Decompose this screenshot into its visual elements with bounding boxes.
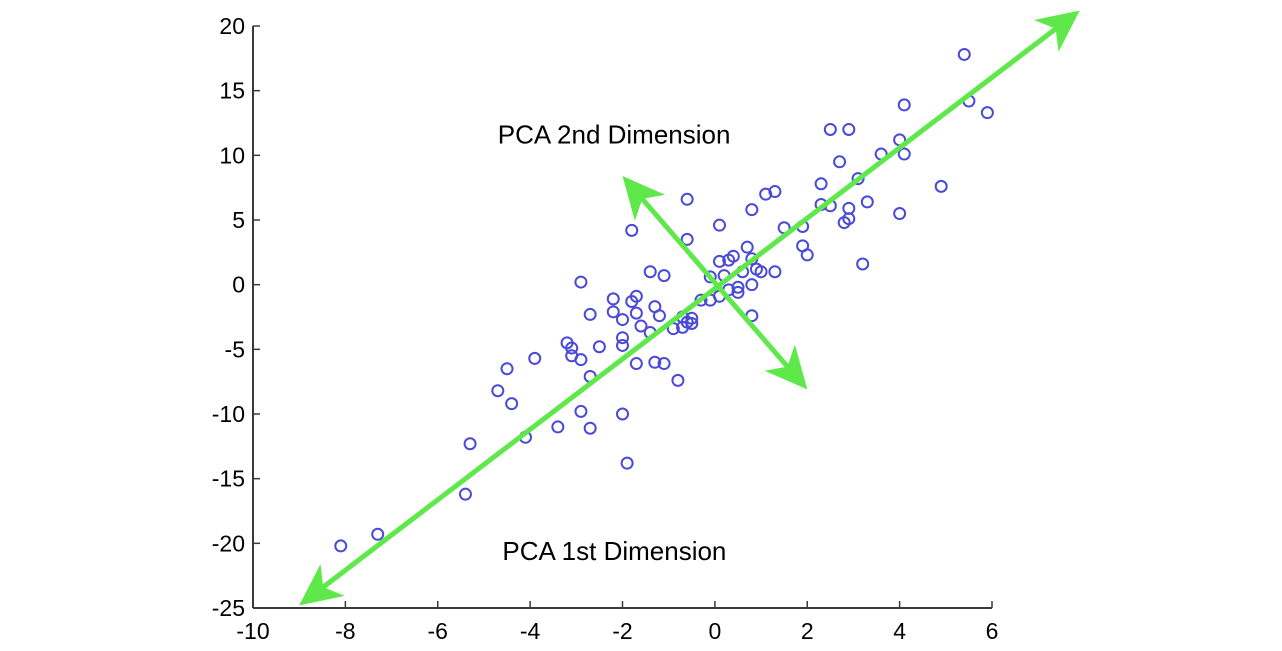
scatter-point	[685, 316, 699, 330]
scatter-point	[505, 397, 519, 411]
scatter-point	[842, 122, 856, 136]
scatter-point	[814, 177, 828, 191]
scatter-point	[616, 331, 629, 345]
scatter-point	[625, 223, 639, 237]
scatter-point	[731, 285, 745, 299]
annotation-pca-1st-dimension: PCA 1st Dimension	[502, 536, 726, 566]
scatter-point	[657, 269, 671, 283]
scatter-point	[768, 265, 782, 279]
scatter-point	[583, 421, 597, 435]
scatter-point	[574, 275, 588, 289]
scatter-point	[712, 254, 726, 268]
y-tick-label: -25	[212, 595, 245, 621]
scatter-point	[551, 420, 565, 434]
scatter-point	[856, 257, 870, 271]
y-tick-label: 10	[219, 142, 245, 168]
scatter-point	[643, 265, 657, 279]
x-tick-label: -4	[520, 618, 541, 644]
scatter-point	[629, 306, 643, 320]
scatter-point	[897, 147, 911, 161]
scatter-point	[334, 539, 348, 553]
scatter-point	[620, 456, 634, 470]
scatter-point	[671, 373, 685, 387]
pca-1st-dimension-axis-head-start	[299, 564, 345, 606]
scatter-point	[860, 195, 874, 209]
y-tick-label: 20	[219, 13, 245, 39]
scatter-point	[851, 172, 865, 186]
scatter-point	[749, 262, 763, 276]
scatter-point	[934, 179, 948, 193]
scatter-point	[800, 248, 814, 262]
pca-2nd-dimension-axis-head-end	[764, 344, 808, 390]
scatter-point	[629, 357, 643, 371]
scatter-point	[897, 98, 911, 112]
y-tick-label: -20	[212, 530, 245, 556]
x-tick-label: -6	[428, 618, 448, 644]
scatter-point	[491, 384, 505, 398]
scatter-point	[745, 278, 759, 292]
scatter-point	[592, 340, 606, 354]
scatter-point	[726, 249, 740, 263]
scatter-point	[957, 47, 971, 61]
x-tick-label: 2	[801, 618, 814, 644]
y-tick-label: 15	[219, 78, 245, 104]
y-tick-label: 5	[232, 207, 245, 233]
scatter-point	[652, 309, 666, 323]
x-tick-label: 4	[893, 618, 906, 644]
scatter-point	[823, 122, 837, 136]
scatter-point	[657, 357, 671, 371]
scatter-point	[837, 216, 851, 230]
x-tick-label: -10	[236, 618, 269, 644]
scatter-point	[463, 437, 477, 451]
y-tick-label: -10	[212, 401, 245, 427]
scatter-point	[458, 487, 472, 501]
scatter-point	[759, 187, 773, 201]
scatter-point	[606, 305, 620, 319]
x-tick-label: 0	[708, 618, 721, 644]
scatter-point	[893, 207, 907, 221]
scatter-point	[371, 527, 385, 541]
chart-annotations: PCA 2nd Dimension PCA 1st Dimension	[498, 120, 731, 566]
annotation-pca-2nd-dimension: PCA 2nd Dimension	[498, 120, 731, 150]
x-tick-label: 6	[986, 618, 999, 644]
pca-2nd-dimension-axis-shaft	[636, 192, 794, 373]
y-tick-label: -5	[225, 336, 245, 362]
chart-axes	[252, 26, 992, 609]
scatter-point	[712, 218, 726, 232]
pca-2nd-dimension-axis-head-start	[622, 176, 666, 221]
scatter-point	[616, 338, 629, 352]
scatter-point	[680, 232, 694, 246]
scatter-point	[694, 293, 708, 307]
scatter-point	[680, 192, 694, 206]
scatter-point	[583, 307, 597, 321]
pca-1st-dimension-axis-head-end	[1034, 10, 1080, 52]
scatter-point	[634, 319, 648, 333]
x-tick-label: -2	[612, 618, 632, 644]
scatter-point	[703, 270, 717, 284]
scatter-point	[616, 407, 629, 421]
scatter-point	[574, 404, 588, 418]
y-tick-label: 0	[232, 272, 245, 298]
scatter-point	[500, 362, 514, 376]
scatter-point	[606, 292, 620, 306]
scatter-point	[528, 351, 542, 365]
scatter-point	[625, 294, 639, 308]
scatter-point	[745, 203, 759, 217]
scatter-point	[980, 106, 994, 120]
scatter-point	[833, 155, 847, 169]
pca-1st-dimension-axis-shaft	[316, 23, 1063, 593]
scatter-point	[565, 341, 579, 355]
scatter-point	[574, 353, 588, 367]
y-tick-label: -15	[212, 466, 245, 492]
pca-arrows	[299, 10, 1080, 606]
scatter-point	[648, 355, 662, 369]
x-tick-label: -8	[335, 618, 355, 644]
scatter-point	[740, 240, 754, 254]
scatter-point	[616, 313, 629, 327]
